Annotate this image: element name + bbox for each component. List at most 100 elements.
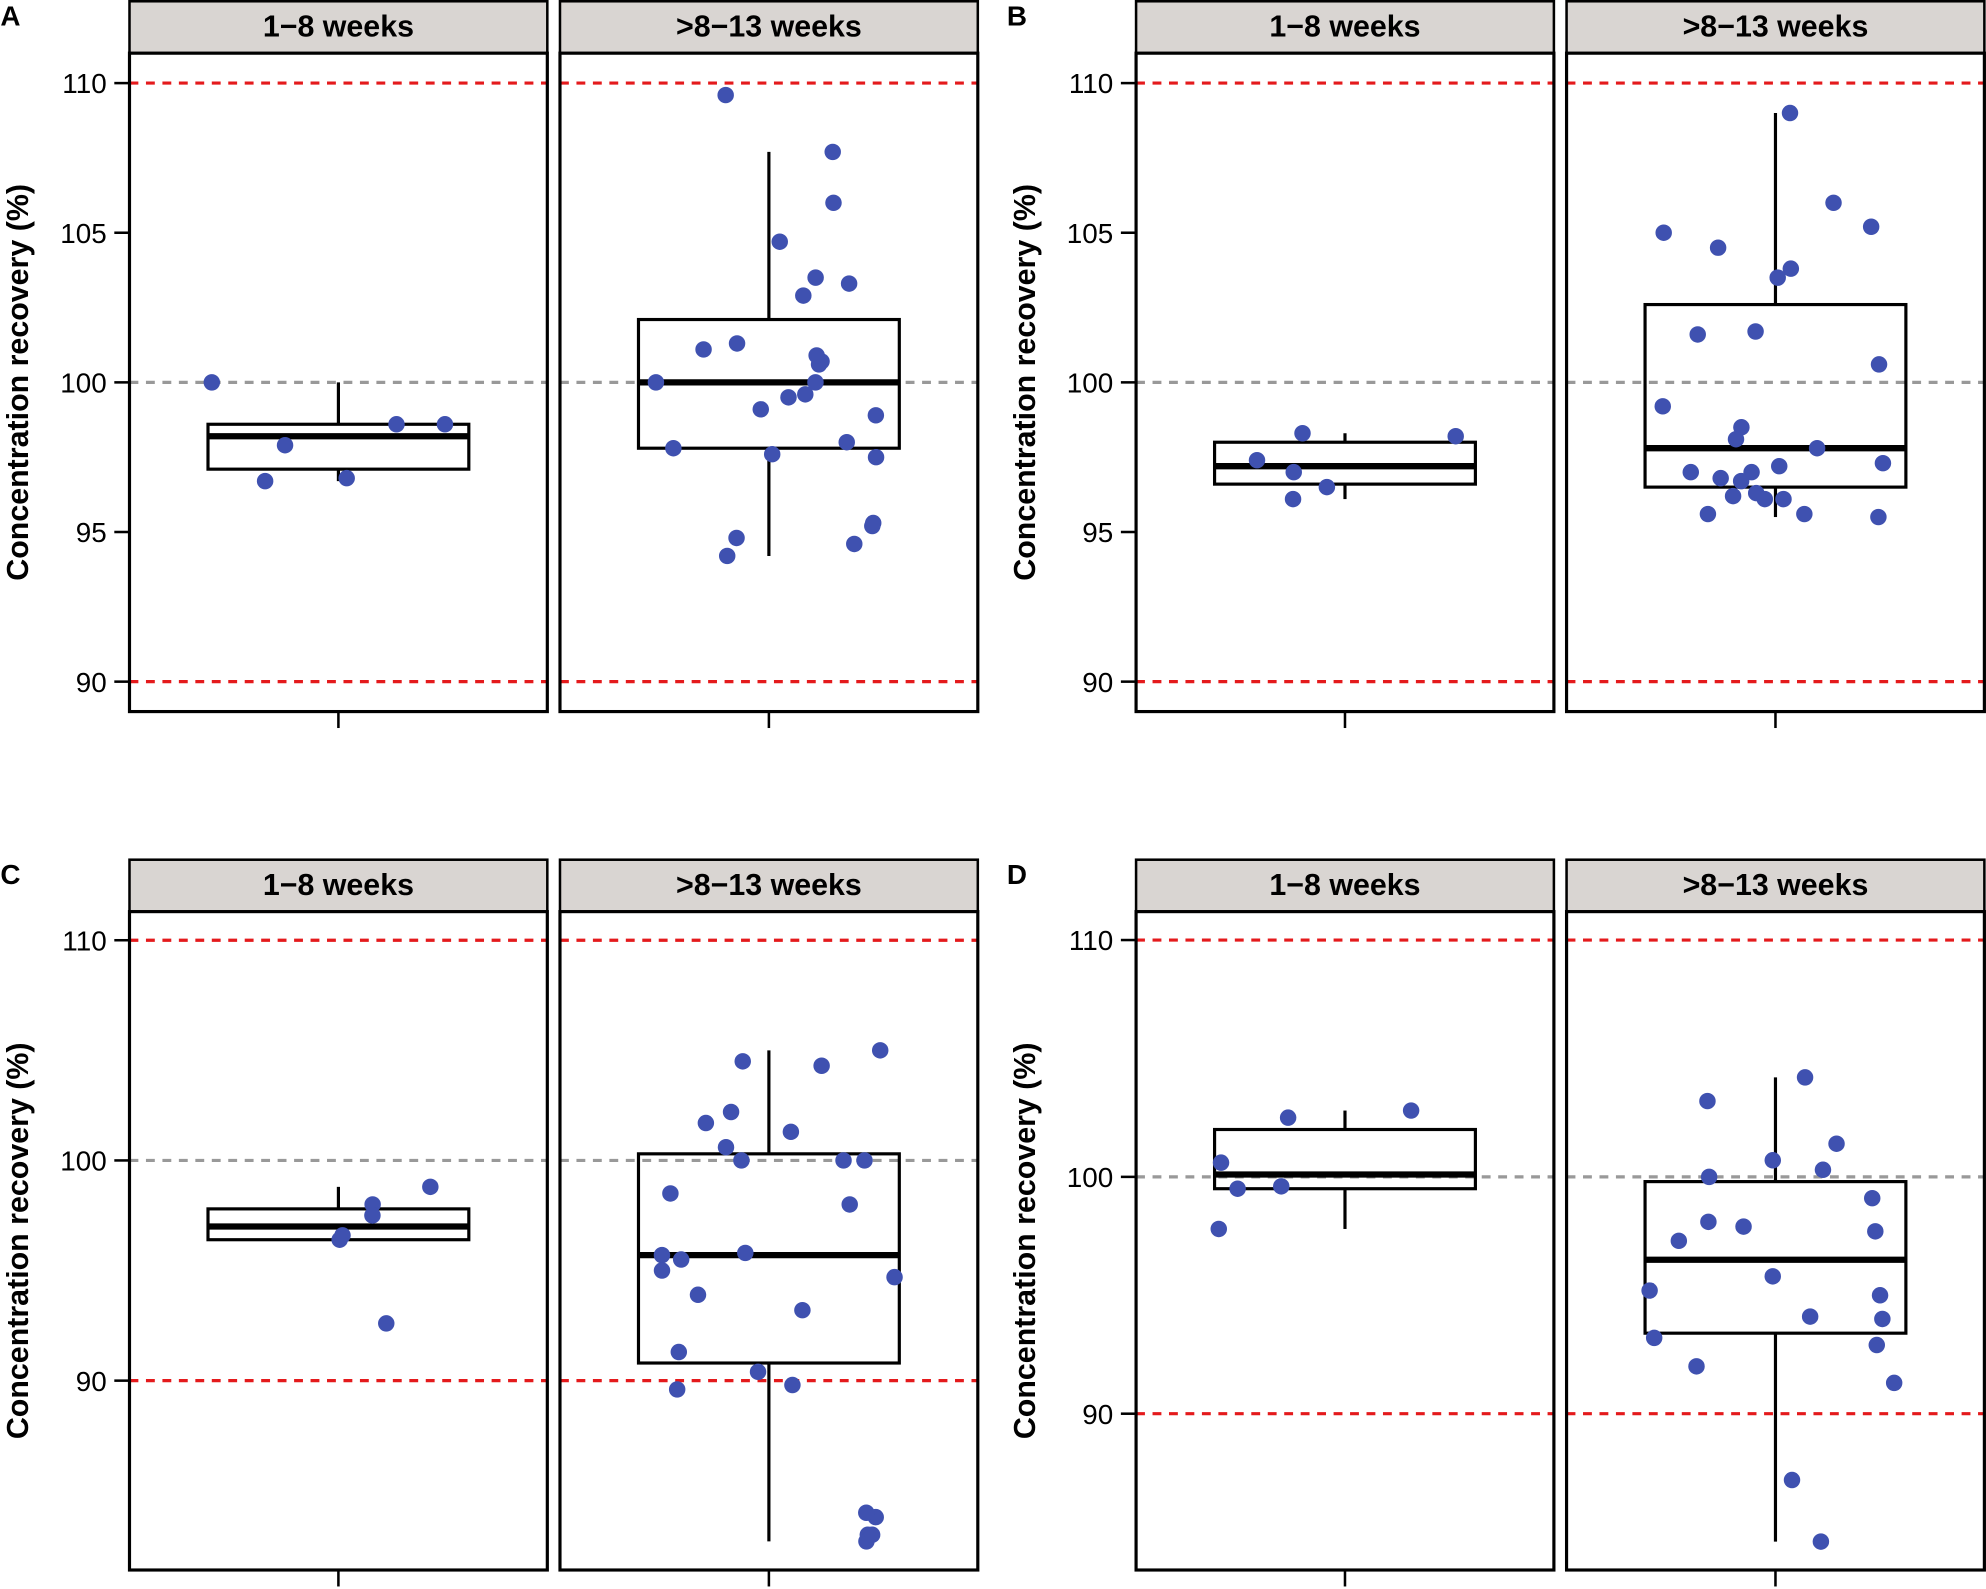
data-point — [824, 143, 841, 161]
data-point — [1700, 1213, 1717, 1231]
data-point — [1868, 1336, 1886, 1354]
data-point — [1318, 478, 1336, 496]
data-point — [1747, 323, 1764, 340]
data-point — [1279, 1109, 1297, 1126]
facet-strip-label: 1−8 weeks — [263, 10, 414, 44]
data-point — [1885, 1374, 1903, 1392]
data-point — [1229, 1180, 1246, 1197]
data-point — [797, 386, 814, 403]
data-point — [1654, 398, 1671, 415]
data-point — [1867, 1223, 1884, 1240]
data-point — [780, 389, 797, 406]
facet-strip — [128, 0, 549, 55]
y-tick-label: 110 — [1069, 925, 1113, 956]
data-point — [672, 1251, 690, 1268]
data-point — [1874, 1310, 1891, 1328]
panel-letter: B — [1007, 0, 1027, 31]
data-point — [1756, 490, 1774, 508]
data-point — [653, 1262, 671, 1279]
data-point — [717, 86, 734, 104]
data-point — [1699, 1092, 1716, 1110]
facet-strip-label: >8−13 weeks — [676, 10, 862, 44]
y-tick-label: 90 — [1082, 667, 1113, 698]
panel-letter: A — [0, 0, 20, 31]
facet-strip — [1134, 0, 1556, 55]
y-tick-label: 105 — [60, 218, 106, 249]
data-point — [1682, 463, 1700, 481]
data-point — [835, 1152, 852, 1169]
data-point — [1871, 1287, 1889, 1304]
y-axis-label: Concentration recovery (%) — [1008, 184, 1042, 581]
data-point — [689, 1286, 707, 1303]
data-point — [665, 439, 682, 457]
data-point — [1273, 1178, 1290, 1195]
data-point — [867, 448, 885, 466]
data-point — [697, 1114, 715, 1132]
data-point — [422, 1178, 439, 1196]
data-point — [1764, 1268, 1781, 1285]
data-point — [1870, 356, 1888, 373]
data-point — [668, 1381, 686, 1398]
data-point — [807, 374, 824, 391]
y-tick-label: 95 — [76, 517, 107, 548]
data-point — [808, 347, 825, 364]
data-point — [858, 1504, 875, 1521]
box-iqr — [206, 422, 471, 471]
y-tick-label: 90 — [76, 1366, 107, 1397]
data-point — [276, 436, 294, 454]
box-iqr — [1643, 302, 1908, 489]
facet-early: 1−8 weeks — [1134, 858, 1556, 1587]
y-tick-label: 110 — [62, 68, 106, 99]
facet-strip — [558, 0, 980, 55]
data-point — [840, 275, 858, 292]
y-axis-label: Concentration recovery (%) — [1008, 1042, 1042, 1439]
data-point — [782, 1123, 800, 1141]
data-point — [378, 1315, 395, 1332]
panel-letter: C — [0, 859, 20, 890]
data-point — [728, 335, 746, 352]
y-tick-label: 95 — [1082, 517, 1113, 548]
data-point — [1775, 490, 1792, 508]
facet-late: >8−13 weeks — [1564, 0, 1986, 729]
data-point — [1874, 454, 1892, 472]
data-point — [1825, 194, 1842, 212]
data-point — [867, 407, 885, 424]
facet-strip — [1565, 858, 1986, 913]
data-point — [846, 535, 863, 553]
y-axis-label: Concentration recovery (%) — [1, 184, 35, 581]
facet-strip-label: 1−8 weeks — [263, 868, 414, 902]
data-point — [1771, 457, 1788, 475]
data-point — [203, 374, 221, 391]
facet-early: 1−8 weeks — [127, 0, 549, 729]
panel-c: C Concentration recovery (%) 90 100 110 1−8 w… — [0, 858, 980, 1587]
y-tick-label: 90 — [1082, 1399, 1113, 1430]
panel-letter: D — [1007, 859, 1027, 890]
panel-b: B Concentration recovery (%) 90 95 100 105 110… — [1007, 0, 1986, 729]
data-point — [1814, 1161, 1832, 1178]
data-point — [1641, 1282, 1658, 1299]
data-point — [1782, 260, 1800, 277]
box-iqr — [636, 1152, 901, 1365]
data-point — [718, 547, 736, 565]
data-point — [436, 416, 454, 433]
facet-strip-label: >8−13 weeks — [676, 868, 862, 902]
panel-a: A Concentration recovery (%) 90 95 100 105 110… — [0, 0, 980, 729]
data-point — [1284, 490, 1302, 508]
data-point — [794, 1301, 811, 1319]
data-point — [670, 1343, 688, 1361]
data-point — [1870, 508, 1887, 526]
data-point — [647, 374, 665, 391]
y-tick-label: 100 — [1067, 368, 1113, 399]
y-tick-label: 100 — [1067, 1162, 1113, 1193]
data-point — [1402, 1102, 1420, 1119]
y-tick-label: 110 — [62, 925, 106, 956]
plot-area — [1136, 911, 1554, 1571]
data-point — [771, 233, 788, 250]
y-tick-label: 90 — [76, 667, 107, 698]
y-tick-label: 100 — [60, 1146, 106, 1177]
facet-late: >8−13 weeks — [558, 0, 980, 729]
data-point — [1689, 326, 1706, 343]
facet-late: >8−13 weeks — [1564, 858, 1986, 1587]
data-point — [1796, 505, 1813, 523]
